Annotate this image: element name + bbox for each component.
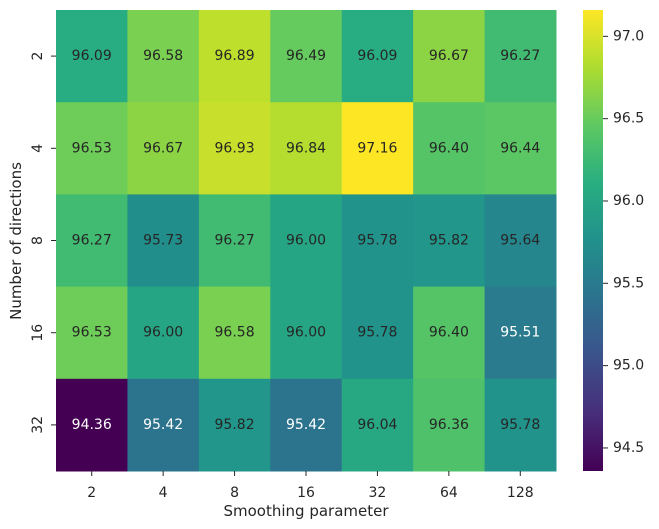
- heatmap-cell: [56, 194, 128, 288]
- heatmap-cell-label: 96.93: [215, 140, 255, 156]
- y-tick-label: 32: [30, 416, 46, 434]
- heatmap-cell: [484, 10, 557, 103]
- heatmap-cell-label: 96.04: [357, 417, 397, 433]
- x-axis-ticks: 2 4 8 16 32 64 128: [87, 471, 534, 501]
- heatmap-cell-label: 95.82: [429, 233, 469, 249]
- colorbar-tick-label: 94.5: [613, 440, 644, 456]
- heatmap-cell-label: 95.42: [143, 417, 183, 433]
- x-tick-label: 8: [230, 485, 239, 501]
- heatmap-cell: [198, 286, 271, 380]
- heatmap-cell: [127, 378, 200, 472]
- x-tick-label: 32: [369, 485, 387, 501]
- heatmap-cell: [484, 378, 557, 472]
- heatmap-cell-label: 96.67: [429, 48, 469, 64]
- heatmap-cell-label: 96.53: [72, 140, 112, 156]
- heatmap-cell-label: 96.58: [143, 48, 183, 64]
- x-tick-label: 128: [507, 485, 534, 501]
- heatmap-cell: [270, 378, 343, 472]
- heatmap-cell-label: 95.73: [143, 233, 183, 249]
- heatmap-cell-label: 96.67: [143, 140, 183, 156]
- heatmap-cell: [413, 194, 486, 288]
- colorbar-tick-label: 96.5: [613, 111, 644, 127]
- y-axis-ticks: 2 4 8 16 32: [30, 52, 56, 434]
- heatmap-cell-label: 96.27: [500, 48, 540, 64]
- colorbar-tick-label: 96.0: [613, 193, 644, 209]
- heatmap-cell-label: 94.36: [72, 417, 112, 433]
- heatmap-cell: [198, 10, 271, 103]
- heatmap-cell: [341, 194, 414, 288]
- colorbar: [583, 10, 603, 471]
- heatmap-cell: [127, 10, 200, 103]
- heatmap-cell-label: 96.44: [500, 140, 540, 156]
- heatmap-cell: [413, 286, 486, 380]
- heatmap-cell-label: 95.82: [215, 417, 255, 433]
- heatmap-cell: [56, 378, 128, 472]
- heatmap-cell: [341, 286, 414, 380]
- heatmap-cell-label: 95.78: [500, 417, 540, 433]
- heatmap-cell-label: 96.89: [215, 48, 255, 64]
- heatmap-cell-label: 96.09: [357, 48, 397, 64]
- heatmap-cell: [270, 286, 343, 380]
- heatmap-cell: [341, 378, 414, 472]
- heatmap-cell-label: 95.78: [357, 233, 397, 249]
- x-axis-label: Smoothing parameter: [223, 502, 389, 520]
- heatmap-cell-label: 96.84: [286, 140, 326, 156]
- x-tick-label: 64: [440, 485, 458, 501]
- heatmap-cell: [341, 102, 414, 195]
- heatmap-cell: [198, 102, 271, 195]
- heatmap-cell: [484, 286, 557, 380]
- y-tick-label: 8: [30, 236, 46, 245]
- heatmap-cell: [484, 102, 557, 195]
- heatmap-cell: [270, 102, 343, 195]
- heatmap-cell-label: 95.64: [500, 233, 540, 249]
- heatmap-cell-label: 96.58: [215, 325, 255, 341]
- heatmap-cell-label: 96.40: [429, 140, 469, 156]
- heatmap-cell-label: 95.78: [357, 325, 397, 341]
- heatmap-cell: [198, 194, 271, 288]
- heatmap-cell-label: 95.42: [286, 417, 326, 433]
- y-tick-label: 2: [30, 52, 46, 61]
- y-axis-label: Number of directions: [7, 162, 25, 320]
- heatmap-cell-label: 96.53: [72, 325, 112, 341]
- heatmap-cell-label: 97.16: [357, 140, 397, 156]
- heatmap-cell: [198, 378, 271, 472]
- heatmap-cell: [270, 10, 343, 103]
- heatmap-cell: [341, 10, 414, 103]
- colorbar-tick-label: 95.0: [613, 358, 644, 374]
- heatmap-cell: [413, 378, 486, 472]
- x-tick-label: 2: [87, 485, 96, 501]
- heatmap-cell-label: 96.40: [429, 325, 469, 341]
- heatmap-cell-label: 96.36: [429, 417, 469, 433]
- heatmap-cell: [127, 286, 200, 380]
- heatmap-cell: [413, 10, 486, 103]
- y-tick-label: 16: [30, 324, 46, 342]
- x-tick-label: 16: [297, 485, 315, 501]
- heatmap-cell-label: 96.27: [215, 233, 255, 249]
- heatmap-cells: 96.09 96.58 96.89 96.49 96.09 96.67 96.27 96.53…: [56, 10, 557, 472]
- heatmap-cell-label: 96.09: [72, 48, 112, 64]
- heatmap-cell: [56, 286, 128, 380]
- heatmap-cell-label: 95.51: [500, 325, 540, 341]
- heatmap-cell-label: 96.00: [143, 325, 183, 341]
- heatmap-cell: [484, 194, 557, 288]
- heatmap-cell-label: 96.00: [286, 325, 326, 341]
- heatmap-cell: [127, 102, 200, 195]
- heatmap-cell-label: 96.49: [286, 48, 326, 64]
- heatmap-cell-label: 96.27: [72, 233, 112, 249]
- heatmap-cell: [270, 194, 343, 288]
- heatmap-cell: [127, 194, 200, 288]
- x-tick-label: 4: [159, 485, 168, 501]
- colorbar-ticks: 94.5 95.0 95.5 96.0 96.5 97.0: [603, 28, 644, 456]
- heatmap-cell: [56, 10, 128, 103]
- heatmap-cell: [56, 102, 128, 195]
- colorbar-tick-label: 95.5: [613, 275, 644, 291]
- y-tick-label: 4: [30, 144, 46, 153]
- colorbar-tick-label: 97.0: [613, 28, 644, 44]
- heatmap-cell-label: 96.00: [286, 233, 326, 249]
- heatmap-cell: [413, 102, 486, 195]
